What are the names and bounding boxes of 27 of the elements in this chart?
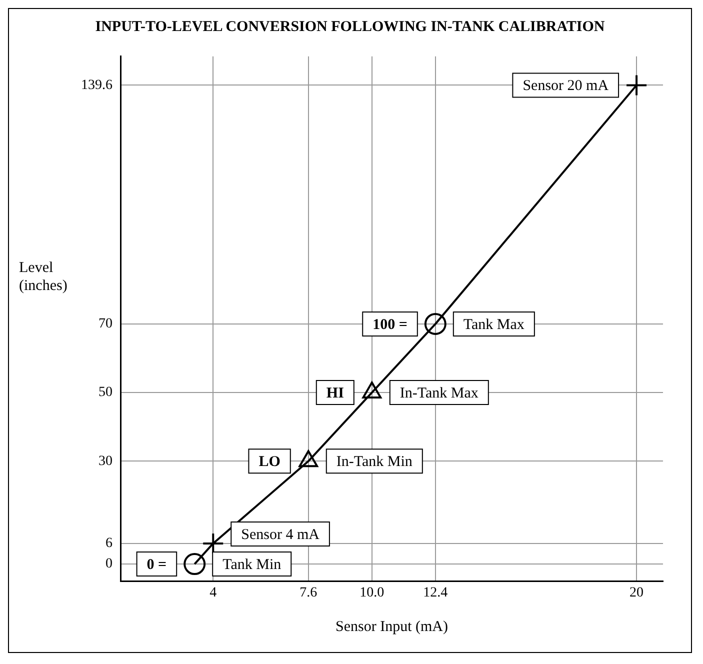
y-tick-label: 6 — [106, 536, 112, 552]
x-axis-title: Sensor Input (mA) — [336, 618, 448, 635]
annotation: In-Tank Max — [400, 385, 479, 402]
point — [626, 74, 648, 96]
x-tick-label: 7.6 — [300, 585, 318, 600]
annotation: 100 = — [372, 316, 408, 333]
point — [424, 312, 446, 335]
x-tick-label: 10.0 — [360, 585, 384, 600]
annotation: Tank Min — [222, 556, 282, 573]
x-tick-label: 12.4 — [423, 585, 448, 600]
annotation: Sensor 4 mA — [241, 526, 320, 543]
annotation: Sensor 20 mA — [522, 78, 609, 94]
y-axis-title: Level (inches) — [19, 259, 68, 295]
x-tick-label: 4 — [210, 585, 217, 600]
annotation: Tank Max — [463, 316, 525, 333]
y-tick-label: 30 — [98, 454, 112, 469]
x-tick-label: 20 — [630, 585, 644, 600]
annotation: In-Tank Min — [336, 454, 413, 470]
y-tick-label: 139.6 — [81, 78, 112, 93]
y-tick-label: 70 — [98, 316, 112, 332]
point — [184, 553, 206, 576]
y-tick-label: 50 — [98, 385, 112, 400]
chart-title: INPUT-TO-LEVEL CONVERSION FOLLOWING IN-TANK CALIBRATION — [94, 19, 606, 36]
annotation: LO — [258, 454, 280, 470]
annotation: HI — [326, 385, 344, 402]
annotation: 0 = — [146, 556, 167, 573]
y-tick-label: 0 — [106, 556, 112, 572]
